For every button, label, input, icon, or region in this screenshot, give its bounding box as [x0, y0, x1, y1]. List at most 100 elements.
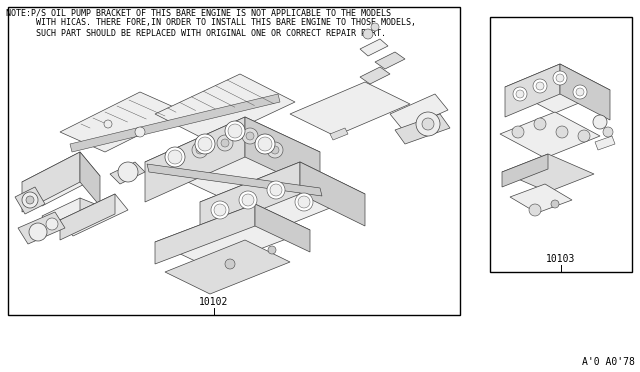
Circle shape: [104, 120, 112, 128]
Polygon shape: [145, 117, 320, 197]
Circle shape: [217, 135, 233, 151]
Polygon shape: [505, 64, 610, 113]
Polygon shape: [22, 152, 100, 206]
Circle shape: [516, 90, 524, 98]
Polygon shape: [165, 240, 290, 294]
Circle shape: [255, 134, 275, 154]
Circle shape: [46, 218, 58, 230]
Text: 10103: 10103: [547, 254, 576, 264]
Circle shape: [195, 134, 215, 154]
Circle shape: [225, 259, 235, 269]
Polygon shape: [290, 82, 410, 136]
Circle shape: [593, 115, 607, 129]
Polygon shape: [147, 164, 322, 196]
Circle shape: [553, 71, 567, 85]
Text: A'0 A0'78: A'0 A0'78: [582, 357, 635, 367]
Circle shape: [268, 246, 276, 254]
Polygon shape: [502, 154, 548, 187]
Circle shape: [165, 147, 185, 167]
Polygon shape: [560, 64, 610, 120]
Circle shape: [270, 184, 282, 196]
Circle shape: [228, 124, 242, 138]
Circle shape: [214, 204, 226, 216]
Polygon shape: [390, 94, 448, 130]
Polygon shape: [60, 92, 185, 152]
Circle shape: [168, 150, 182, 164]
Circle shape: [198, 137, 212, 151]
Text: NOTE:P/S OIL PUMP BRACKET OF THIS BARE ENGINE IS NOT APPLICABLE TO THE MODELS: NOTE:P/S OIL PUMP BRACKET OF THIS BARE E…: [6, 8, 391, 17]
Circle shape: [171, 153, 179, 161]
Circle shape: [576, 88, 584, 96]
Polygon shape: [80, 152, 100, 206]
Circle shape: [267, 181, 285, 199]
Circle shape: [26, 196, 34, 204]
Circle shape: [192, 142, 208, 158]
Circle shape: [422, 118, 434, 130]
Circle shape: [135, 127, 145, 137]
Polygon shape: [595, 136, 615, 150]
Circle shape: [225, 121, 245, 141]
Polygon shape: [155, 204, 310, 268]
Polygon shape: [510, 184, 572, 213]
Circle shape: [529, 204, 541, 216]
Polygon shape: [42, 198, 90, 230]
Circle shape: [536, 82, 544, 90]
Polygon shape: [70, 94, 280, 152]
Polygon shape: [15, 187, 45, 214]
Circle shape: [242, 194, 254, 206]
Polygon shape: [360, 67, 390, 84]
Polygon shape: [505, 64, 560, 117]
Circle shape: [556, 126, 568, 138]
Bar: [490, 17, 632, 272]
Circle shape: [573, 85, 587, 99]
Circle shape: [556, 74, 564, 82]
Circle shape: [363, 29, 373, 39]
Polygon shape: [200, 162, 300, 234]
Polygon shape: [255, 204, 310, 252]
Circle shape: [298, 196, 310, 208]
Circle shape: [551, 200, 559, 208]
Circle shape: [196, 146, 204, 154]
Circle shape: [603, 127, 613, 137]
Polygon shape: [60, 194, 128, 236]
Polygon shape: [80, 198, 100, 222]
Polygon shape: [145, 117, 245, 202]
Text: SUCH PART SHOULD BE REPLACED WITH ORIGINAL ONE OR CORRECT REPAIR PART.: SUCH PART SHOULD BE REPLACED WITH ORIGIN…: [6, 29, 386, 38]
Circle shape: [167, 149, 183, 165]
Polygon shape: [60, 194, 115, 240]
Polygon shape: [330, 128, 348, 140]
Polygon shape: [18, 212, 65, 244]
Circle shape: [371, 23, 379, 31]
Polygon shape: [155, 204, 255, 264]
Polygon shape: [375, 52, 405, 69]
Circle shape: [295, 193, 313, 211]
Circle shape: [267, 142, 283, 158]
Circle shape: [513, 87, 527, 101]
Circle shape: [118, 162, 138, 182]
Circle shape: [29, 223, 47, 241]
Circle shape: [221, 139, 229, 147]
Circle shape: [246, 132, 254, 140]
Circle shape: [258, 137, 272, 151]
Polygon shape: [500, 112, 600, 158]
Polygon shape: [360, 39, 388, 56]
Circle shape: [271, 146, 279, 154]
Polygon shape: [110, 162, 145, 184]
Circle shape: [416, 112, 440, 136]
Circle shape: [534, 118, 546, 130]
Text: WITH HICAS. THERE FORE,IN ORDER TO INSTALL THIS BARE ENGINE TO THOSE MODELS,: WITH HICAS. THERE FORE,IN ORDER TO INSTA…: [6, 19, 416, 28]
Polygon shape: [300, 162, 365, 226]
Circle shape: [22, 192, 38, 208]
Polygon shape: [245, 117, 320, 192]
Circle shape: [578, 130, 590, 142]
Polygon shape: [200, 162, 365, 234]
Circle shape: [211, 201, 229, 219]
Circle shape: [512, 126, 524, 138]
Circle shape: [239, 191, 257, 209]
Bar: [8, 7, 460, 315]
Polygon shape: [502, 154, 594, 192]
Text: 10102: 10102: [199, 297, 228, 307]
Polygon shape: [395, 114, 450, 144]
Circle shape: [533, 79, 547, 93]
Circle shape: [242, 128, 258, 144]
